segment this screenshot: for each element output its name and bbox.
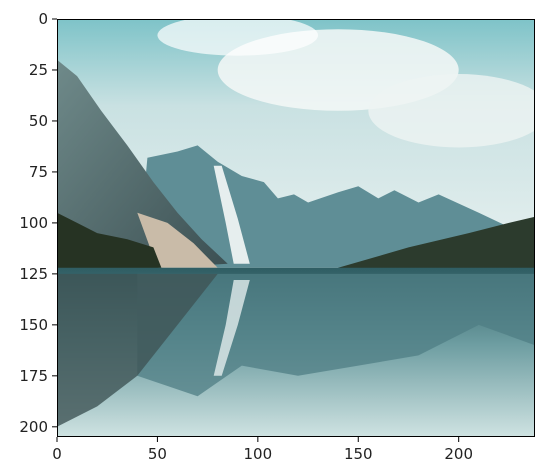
cloud-shape — [368, 74, 535, 148]
y-tick-label: 125 — [19, 265, 48, 283]
photo-image — [57, 19, 535, 437]
y-tick-label: 0 — [38, 10, 48, 28]
x-tick-label: 100 — [244, 445, 273, 463]
snow-streak — [213, 165, 250, 264]
left-trees — [57, 212, 162, 274]
y-tick-label: 175 — [19, 367, 48, 385]
x-axis: 0 50 100 150 200 — [52, 437, 473, 463]
y-tick-label: 50 — [29, 112, 48, 130]
y-tick-label: 150 — [19, 316, 48, 334]
cloud-shape — [157, 19, 319, 56]
right-forest — [338, 216, 535, 274]
scree-slope — [137, 212, 218, 268]
y-axis: 0 25 50 75 100 125 150 175 200 — [19, 10, 57, 436]
left-mountain — [57, 59, 228, 274]
x-tick-label: 50 — [148, 445, 167, 463]
y-tick-label: 75 — [29, 163, 48, 181]
x-tick-label: 200 — [444, 445, 473, 463]
y-tick-label: 200 — [19, 418, 48, 436]
x-tick-label: 0 — [52, 445, 62, 463]
snow-reflection — [213, 280, 250, 376]
y-tick-label: 25 — [29, 61, 48, 79]
left-mountain-reflection — [57, 273, 218, 427]
x-tick-label: 150 — [344, 445, 373, 463]
y-tick-label: 100 — [19, 214, 48, 232]
